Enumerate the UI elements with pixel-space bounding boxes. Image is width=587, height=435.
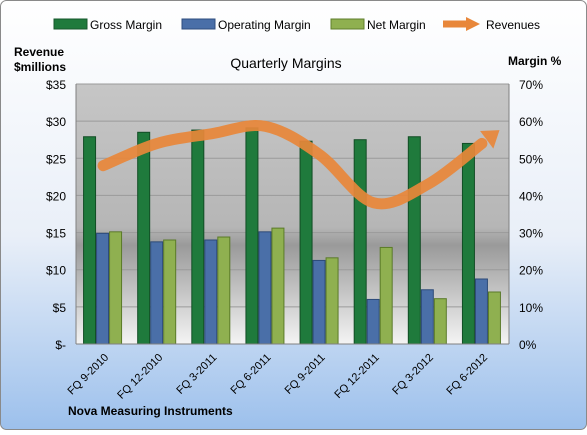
bar-gross-margin (137, 131, 151, 345)
footer-label: Nova Measuring Instruments (68, 404, 233, 418)
right-axis-title: Margin % (508, 54, 562, 68)
right-tick-label: 60% (519, 115, 543, 129)
revenue-line (97, 120, 488, 210)
bar-operating-margin (312, 259, 326, 345)
left-tick-label: $25 (46, 152, 66, 166)
bar-net-margin (325, 257, 339, 345)
legend-label-net-margin: Net Margin (367, 18, 426, 32)
right-tick-label: 0% (519, 338, 537, 352)
left-axis-title-line2: $millions (14, 60, 66, 74)
legend-swatch-net-margin (330, 18, 365, 30)
bar-operating-margin (420, 289, 434, 345)
legend: Gross Margin Operating Margin Net Margin… (53, 17, 540, 32)
legend-label-gross-margin: Gross Margin (90, 18, 162, 32)
left-tick-label: $5 (53, 301, 67, 315)
bar-gross-margin (461, 142, 475, 345)
left-tick-label: $20 (46, 189, 66, 203)
left-tick-label: $30 (46, 115, 66, 129)
bar-gross-margin (353, 139, 367, 345)
bar-gross-margin (83, 136, 97, 345)
bar-net-margin (163, 239, 177, 345)
bar-gross-margin (245, 127, 259, 345)
legend-swatch-gross-margin (53, 18, 88, 30)
bar-gross-margin (191, 129, 205, 345)
revenue-arrowhead (480, 130, 500, 149)
legend-label-revenues: Revenues (486, 18, 540, 32)
legend-label-operating-margin: Operating Margin (218, 18, 311, 32)
bar-net-margin (487, 291, 501, 345)
bar-operating-margin (366, 298, 380, 345)
left-axis-title-line1: Revenue (14, 45, 64, 59)
revenue-line-group (97, 120, 500, 210)
bars (83, 127, 501, 345)
bar-operating-margin (474, 278, 488, 345)
bar-net-margin (271, 227, 285, 345)
right-tick-label: 50% (519, 152, 543, 166)
bar-operating-margin (150, 241, 164, 345)
bar-net-margin (217, 236, 231, 345)
bar-operating-margin (96, 232, 110, 345)
right-tick-label: 70% (519, 78, 543, 92)
right-tick-label: 30% (519, 227, 543, 241)
bar-net-margin (379, 246, 393, 345)
bar-net-margin (109, 231, 123, 345)
bar-operating-margin (204, 239, 218, 345)
right-tick-label: 40% (519, 189, 543, 203)
left-tick-label: $15 (46, 227, 66, 241)
legend-swatch-revenues (443, 17, 480, 31)
left-tick-label: $- (55, 338, 66, 352)
right-tick-label: 20% (519, 264, 543, 278)
chart-title: Quarterly Margins (230, 55, 341, 71)
bar-gross-margin (299, 140, 313, 345)
bar-gross-margin (407, 136, 421, 345)
legend-swatch-operating-margin (181, 18, 216, 30)
right-tick-label: 10% (519, 301, 543, 315)
left-tick-label: $35 (46, 78, 66, 92)
bar-operating-margin (258, 231, 272, 345)
bar-net-margin (433, 298, 447, 345)
left-tick-label: $10 (46, 264, 66, 278)
